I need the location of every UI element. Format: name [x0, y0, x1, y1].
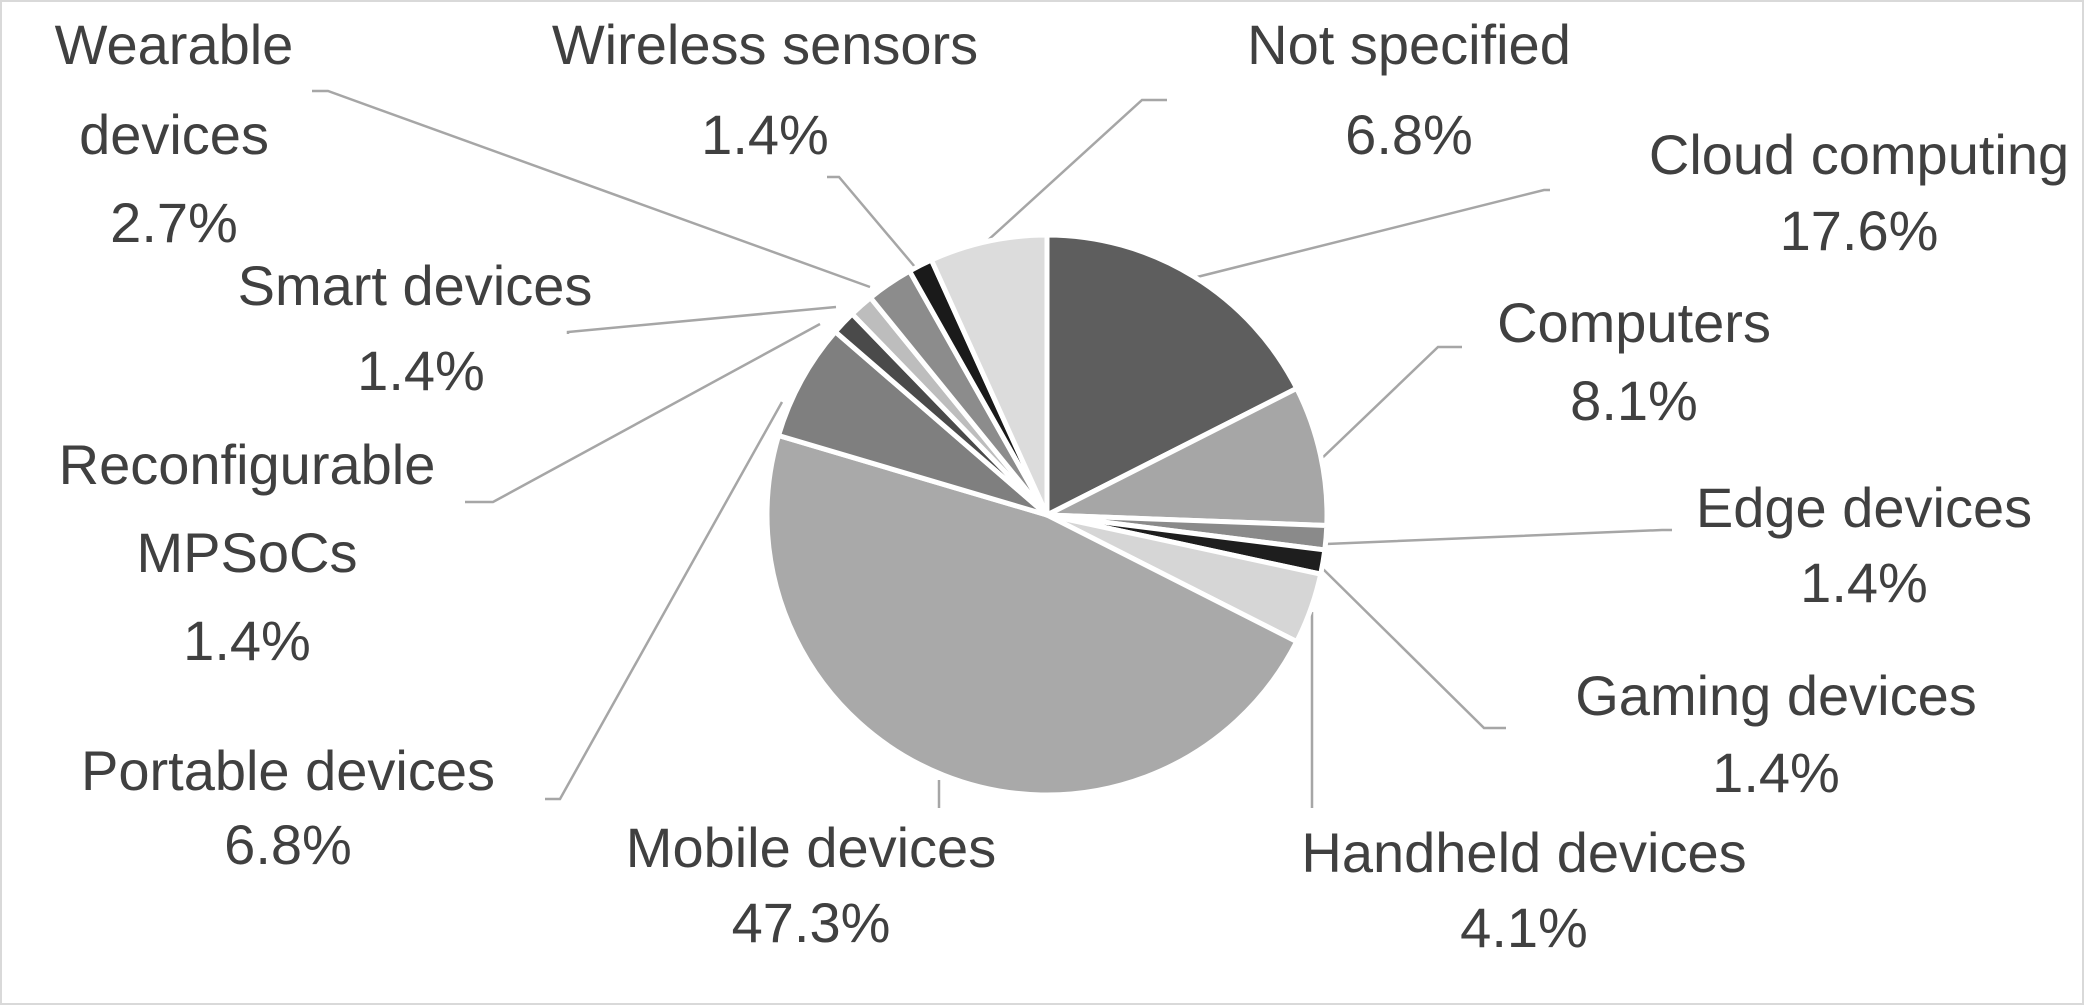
leader-line-edge-devices [1325, 528, 1672, 546]
category-label-portable-devices: Portable devices [81, 739, 495, 802]
category-label-cloud-computing: Cloud computing [1649, 123, 2069, 186]
value-label-gaming-devices: 1.4% [1712, 741, 1840, 804]
pie-slice-cloud-computing [1044, 232, 1300, 518]
value-label-wireless-sensors: 1.4% [701, 103, 829, 166]
value-label-not-specified: 6.8% [1345, 103, 1473, 166]
category-label-wearable-devices-line-2: devices [79, 103, 269, 166]
leader-line-wireless-sensors [827, 175, 916, 268]
pie-slice-computers [1044, 385, 1330, 529]
value-label-smart-devices: 1.4% [357, 339, 485, 402]
value-label-handheld-devices: 4.1% [1460, 896, 1588, 959]
category-label-wearable-devices-line-1: Wearable [55, 13, 294, 76]
leader-line-wearable-devices [312, 89, 871, 289]
data-labels: Cloud computing 17.6%Computers 8.1% Edge de… [55, 13, 2069, 959]
category-label-computers: Computers [1497, 291, 1771, 354]
leader-line-smart-devices [566, 305, 837, 334]
leader-lines [312, 89, 1672, 808]
category-label-wireless-sensors: Wireless sensors [552, 13, 978, 76]
category-label-not-specified: Not specified [1247, 13, 1571, 76]
value-label-mobile-devices: 47.3% [732, 891, 891, 954]
category-label-edge-devices: Edge devices [1696, 476, 2032, 539]
value-label-computers: 8.1% [1570, 369, 1698, 432]
category-label-mobile-devices: Mobile devices [626, 816, 996, 879]
value-label-reconfigurable-mpsocs: 1.4% [183, 609, 311, 672]
pie-wedges [764, 232, 1330, 798]
leader-line-cloud-computing [1196, 188, 1550, 279]
pie-slice-not-specified [928, 232, 1050, 518]
value-label-cloud-computing: 17.6% [1780, 199, 1939, 262]
leader-line-gaming-devices [1319, 565, 1506, 730]
leader-line-reconfigurable-mpsocs [465, 322, 821, 504]
category-label-smart-devices: Smart devices [238, 254, 593, 317]
category-label-reconfigurable-mpsocs-line-1: Reconfigurable [59, 433, 436, 496]
category-label-reconfigurable-mpsocs-line-2: MPSoCs [137, 521, 358, 584]
leader-line-computers [1317, 345, 1462, 463]
pie-slice-mobile-devices [764, 433, 1300, 798]
category-label-handheld-devices: Handheld devices [1301, 821, 1746, 884]
leader-line-not-specified [985, 98, 1167, 243]
value-label-edge-devices: 1.4% [1800, 551, 1928, 614]
leader-line-portable-devices [545, 401, 784, 801]
value-label-wearable-devices: 2.7% [110, 191, 238, 254]
value-label-portable-devices: 6.8% [224, 813, 352, 876]
category-label-gaming-devices: Gaming devices [1575, 664, 1977, 727]
